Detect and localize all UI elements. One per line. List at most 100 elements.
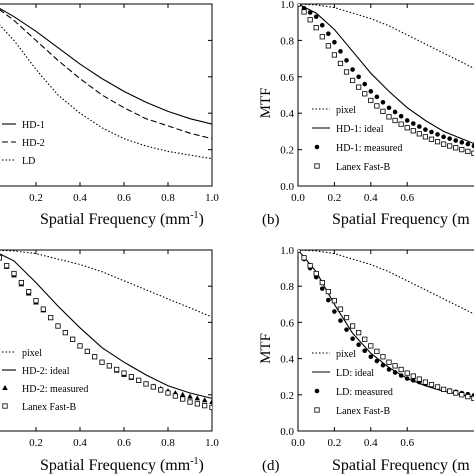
data-point: [33, 298, 39, 304]
data-point: [392, 370, 398, 375]
legend-label: Lanex Fast-B: [336, 406, 390, 417]
data-point: [380, 362, 386, 368]
data-point: [313, 270, 319, 277]
x-axis-label: Spatial Frequency (mm-1): [40, 210, 204, 228]
data-point: [392, 117, 398, 124]
y-tick-label: 0.0: [280, 181, 294, 193]
plot-frame: [297, 249, 474, 432]
legend-item: HD-1: measured: [314, 143, 402, 154]
series-line: [298, 250, 474, 398]
y-tick-label: 0.4: [280, 354, 294, 366]
series-line: [0, 253, 212, 399]
data-point: [447, 388, 453, 394]
data-point: [440, 386, 447, 392]
data-point: [410, 378, 416, 383]
plot-frame: [0, 3, 213, 187]
x-tick-label: 0.2: [29, 192, 43, 204]
data-point: [158, 387, 164, 393]
data-point: [301, 9, 307, 15]
data-point: [428, 381, 435, 388]
x-tick-label: 0.4: [364, 192, 378, 204]
legend-item: LD: [2, 156, 35, 167]
series-line: [0, 7, 212, 125]
data-point: [194, 395, 201, 401]
data-point: [349, 323, 356, 329]
x-axis-label-sup: -1: [190, 456, 198, 467]
legend-label: HD-2: [22, 138, 45, 149]
legend-swatch: [314, 163, 320, 169]
series-pixel: [298, 4, 474, 69]
y-tick-label: 0.6: [280, 317, 294, 329]
data-point: [404, 376, 410, 381]
legend-label: LD: ideal: [336, 368, 374, 379]
x-tick-label: 1.0: [205, 437, 219, 449]
data-point: [459, 146, 465, 153]
data-point: [143, 381, 149, 387]
data-point: [338, 318, 343, 323]
data-point: [187, 399, 193, 405]
data-point: [313, 25, 319, 31]
legend-item: HD-2: ideal: [2, 366, 70, 377]
panel-label: (d): [262, 458, 280, 474]
y-tick-label: 0.2: [280, 390, 294, 402]
series-ld: [0, 24, 212, 160]
panel-label: (b): [262, 212, 280, 228]
data-point: [209, 404, 212, 411]
data-point: [55, 323, 61, 329]
data-point: [422, 134, 429, 140]
data-point: [319, 286, 325, 291]
x-tick-label: 0.2: [328, 192, 342, 204]
y-tick-label: 0.4: [280, 108, 294, 120]
data-point: [331, 298, 338, 304]
plot-frame: [0, 249, 213, 432]
data-point: [392, 109, 398, 115]
data-point: [128, 374, 134, 380]
data-point: [331, 52, 338, 58]
data-point: [99, 359, 105, 365]
data-point: [362, 336, 368, 342]
chart-panel-top-right: 0.0 0.2 0.4 0.6 0.0 0.2 0.4 0.6 0.8 1.0 MTF Spatial…: [258, 0, 474, 228]
plot-area: [298, 4, 474, 156]
legend-label: HD-1: ideal: [336, 124, 384, 135]
data-point: [465, 141, 471, 147]
x-tick-label: 0.4: [73, 437, 87, 449]
data-point: [338, 49, 343, 54]
legend-item: Lanex Fast-B: [314, 406, 390, 417]
x-tick-label: 0.6: [117, 192, 131, 204]
y-tick-label: 0.8: [280, 281, 294, 293]
legend: pixel HD-2: ideal HD-2: measured Lanex Fast…: [2, 348, 88, 413]
data-point: [18, 279, 24, 286]
data-point: [392, 363, 398, 369]
legend-item: HD-2: measured: [2, 384, 88, 395]
data-point: [447, 136, 452, 141]
data-point: [319, 279, 325, 286]
data-point: [194, 401, 200, 407]
series-line: [0, 9, 212, 140]
y-tick-label: 1.0: [280, 245, 294, 257]
legend-item: Lanex Fast-B: [2, 402, 76, 413]
data-point: [313, 14, 319, 20]
series-lanex-fast-b: [0, 255, 212, 411]
data-point: [344, 58, 349, 63]
data-point: [423, 127, 428, 132]
x-axis-label: Spatial Frequency (m: [332, 211, 470, 228]
data-point: [326, 297, 331, 303]
data-point: [332, 39, 337, 45]
data-point: [179, 391, 186, 397]
data-point: [398, 373, 404, 378]
plot-frame: [297, 3, 474, 187]
legend-swatch: [2, 385, 8, 390]
y-tick-label: 0.0: [280, 426, 294, 438]
data-point: [374, 103, 380, 109]
data-point: [307, 263, 313, 269]
x-tick-label: 1.0: [205, 192, 219, 204]
data-point: [435, 132, 440, 137]
data-point: [0, 255, 2, 261]
x-axis-label: Spatial Frequency (m: [332, 457, 470, 474]
data-point: [26, 289, 32, 295]
data-point: [404, 370, 410, 376]
chart-panel-bottom-right: 0.0 0.2 0.4 0.6 0.0 0.2 0.4 0.6 0.8 1.0 MTF Spatial…: [258, 245, 474, 474]
data-point: [471, 143, 474, 149]
data-point: [48, 314, 54, 321]
